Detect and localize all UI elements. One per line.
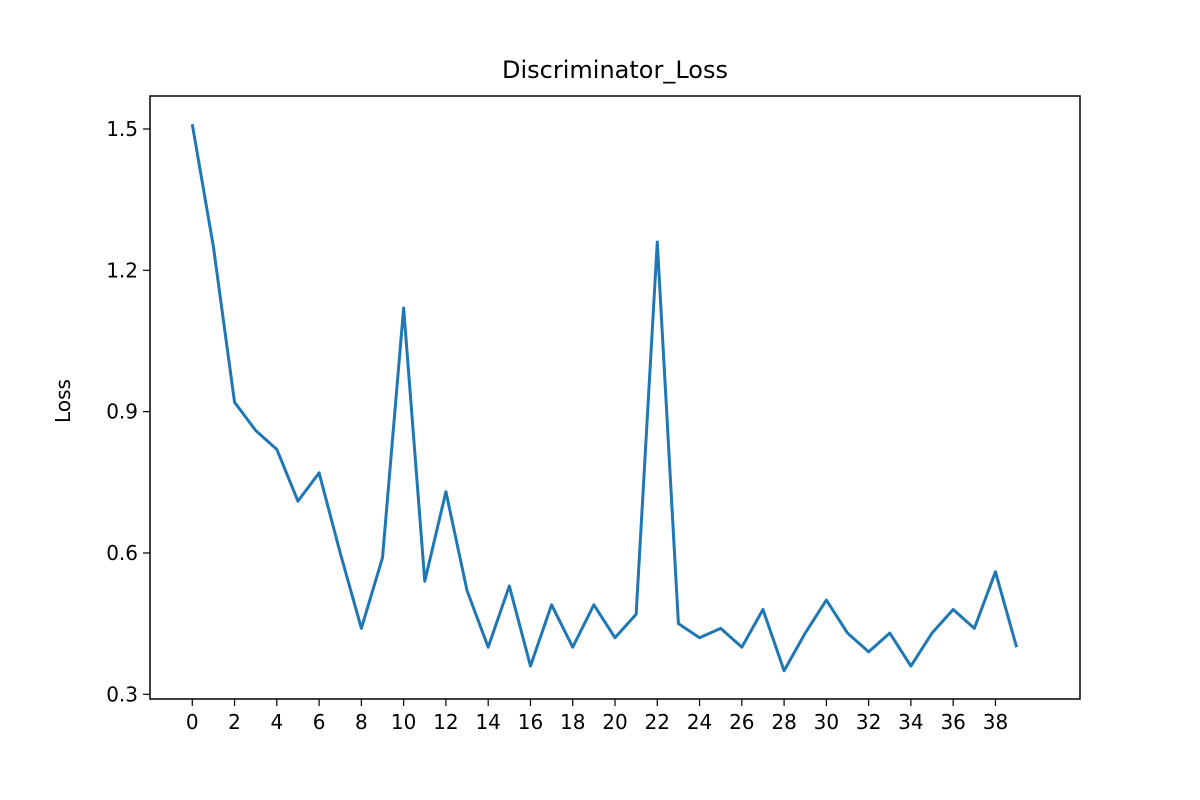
series-line bbox=[190, 124, 1019, 673]
x-tick-label: 6 bbox=[313, 710, 326, 734]
x-tick-label: 18 bbox=[560, 710, 585, 734]
x-tick-label: 12 bbox=[433, 710, 458, 734]
x-tick-label: 20 bbox=[602, 710, 627, 734]
x-tick-label: 28 bbox=[771, 710, 796, 734]
chart-title: Discriminator_Loss bbox=[502, 56, 728, 84]
x-tick-label: 32 bbox=[856, 710, 881, 734]
y-axis-label: Loss bbox=[51, 379, 75, 423]
y-tick-label: 1.2 bbox=[106, 258, 138, 282]
y-tick-label: 0.9 bbox=[106, 400, 138, 424]
x-tick-label: 16 bbox=[518, 710, 543, 734]
x-tick-label: 10 bbox=[391, 710, 416, 734]
x-tick-label: 2 bbox=[228, 710, 241, 734]
x-tick-label: 24 bbox=[687, 710, 712, 734]
x-tick-label: 34 bbox=[898, 710, 923, 734]
x-tick-label: 0 bbox=[186, 710, 199, 734]
x-tick-label: 4 bbox=[270, 710, 283, 734]
x-tick-label: 26 bbox=[729, 710, 754, 734]
y-tick-label: 0.3 bbox=[106, 682, 138, 706]
y-tick-label: 0.6 bbox=[106, 541, 138, 565]
y-tick-label: 1.5 bbox=[106, 117, 138, 141]
plot-area: 0 2 4 6 8 10 12 14 16 18 20 22 24 26 28 30 32 34 36 380.30.… bbox=[106, 95, 1081, 734]
x-tick-label: 36 bbox=[940, 710, 965, 734]
plot-frame bbox=[149, 95, 1081, 700]
x-tick-label: 22 bbox=[645, 710, 670, 734]
x-tick-label: 14 bbox=[475, 710, 500, 734]
x-tick-label: 8 bbox=[355, 710, 368, 734]
x-tick-label: 38 bbox=[983, 710, 1008, 734]
x-tick-label: 30 bbox=[814, 710, 839, 734]
